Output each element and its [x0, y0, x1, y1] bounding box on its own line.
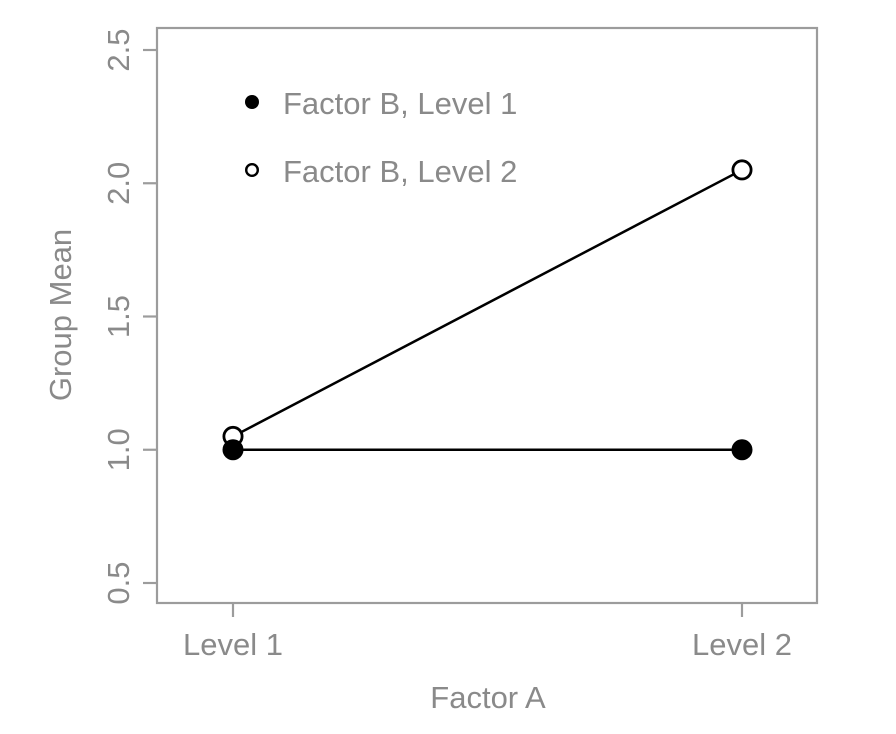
- legend-label: Factor B, Level 1: [283, 86, 517, 121]
- data-point-open-circle: [731, 159, 753, 181]
- data-point-filled-circle: [222, 439, 244, 461]
- y-axis-tick-label: 1.0: [101, 428, 136, 471]
- y-axis-tick-label: 2.0: [101, 162, 136, 205]
- legend-label: Factor B, Level 2: [283, 154, 517, 189]
- legend: Factor B, Level 1 Factor B, Level 2: [244, 86, 517, 189]
- x-axis-title: Factor A: [430, 680, 546, 715]
- data-point-filled-circle: [731, 439, 753, 461]
- y-axis-tick-label: 1.5: [101, 295, 136, 338]
- y-axis-tick-label: 2.5: [101, 28, 136, 71]
- x-axis-tick-label: Level 1: [183, 627, 283, 662]
- series-line-open-circle: [232, 168, 743, 438]
- legend-marker-filled-circle: [245, 95, 259, 109]
- legend-marker-open-circle: [244, 162, 259, 177]
- x-axis-tick-label: Level 2: [692, 627, 792, 662]
- y-axis-tick-label: 0.5: [101, 561, 136, 604]
- y-axis-title: Group Mean: [43, 229, 78, 401]
